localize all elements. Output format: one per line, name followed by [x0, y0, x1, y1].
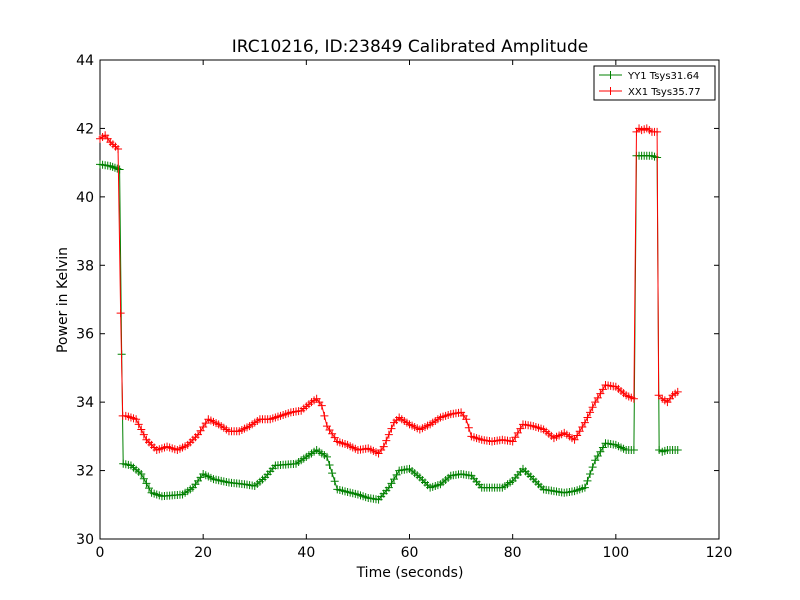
data-point-marker	[139, 430, 148, 439]
data-point-marker	[591, 398, 600, 407]
data-point-marker	[570, 435, 579, 444]
chart-title: IRC10216, ID:23849 Calibrated Amplitude	[232, 37, 588, 57]
data-point-marker	[653, 127, 662, 136]
data-point-marker	[629, 446, 638, 455]
data-point-marker	[508, 437, 517, 446]
data-point-marker	[583, 413, 592, 422]
data-point-marker	[137, 469, 146, 478]
data-point-marker	[142, 479, 151, 488]
data-point-marker	[593, 452, 602, 461]
data-point-marker	[328, 469, 337, 478]
data-point-marker	[586, 408, 595, 417]
data-point-marker	[384, 430, 393, 439]
x-tick-label: 20	[194, 545, 212, 561]
data-point-marker	[673, 387, 682, 396]
y-tick-label: 42	[76, 121, 94, 137]
y-tick-label: 44	[76, 53, 94, 69]
x-tick-label: 60	[401, 545, 419, 561]
data-point-marker	[387, 424, 396, 433]
data-point-marker	[322, 452, 331, 461]
data-point-marker	[511, 433, 520, 442]
data-point-marker	[115, 165, 124, 174]
x-tick-label: 80	[504, 545, 522, 561]
data-point-marker	[137, 425, 146, 434]
legend-swatch-marker	[606, 71, 615, 79]
y-tick-label: 32	[76, 464, 94, 480]
data-point-marker	[591, 456, 600, 465]
legend-box	[593, 65, 716, 101]
data-point-marker	[588, 403, 597, 412]
data-point-marker	[330, 477, 339, 486]
data-point-marker	[578, 422, 587, 431]
data-point-marker	[580, 483, 589, 492]
data-point-marker	[325, 461, 334, 470]
data-point-marker	[464, 423, 473, 432]
data-point-marker	[596, 447, 605, 456]
data-point-marker	[580, 418, 589, 427]
legend-label: YY1 Tsys31.64	[627, 71, 699, 82]
legend-swatch-marker	[606, 87, 615, 95]
data-point-marker	[573, 431, 582, 440]
data-point-marker	[387, 479, 396, 488]
data-point-marker	[379, 442, 388, 451]
x-tick-label: 40	[297, 545, 315, 561]
data-point-marker	[134, 420, 143, 429]
data-point-marker	[596, 389, 605, 398]
data-point-marker	[390, 475, 399, 484]
series-2	[96, 124, 682, 458]
y-tick-label: 34	[76, 395, 94, 411]
data-point-marker	[673, 446, 682, 455]
data-point-marker	[116, 309, 125, 318]
data-point-marker	[593, 393, 602, 402]
data-point-marker	[145, 484, 154, 493]
data-point-marker	[114, 144, 123, 153]
data-point-marker	[317, 401, 326, 410]
x-tick-label: 120	[706, 545, 733, 561]
data-point-marker	[132, 415, 141, 424]
data-point-marker	[139, 474, 148, 483]
data-point-marker	[654, 391, 663, 400]
data-point-marker	[382, 436, 391, 445]
data-point-marker	[588, 463, 597, 472]
data-point-marker	[583, 476, 592, 485]
data-point-marker	[462, 415, 471, 424]
data-point-marker	[575, 427, 584, 436]
data-point-marker	[384, 483, 393, 492]
y-tick-label: 38	[76, 258, 94, 274]
series-1	[96, 151, 682, 504]
data-point-marker	[629, 394, 638, 403]
x-axis-label: Time (seconds)	[356, 565, 464, 581]
data-point-marker	[586, 469, 595, 478]
x-tick-label: 0	[96, 545, 105, 561]
plot-area: 0 20 40 60 80 100 120 30 32 34 36 38 40 42 44	[76, 53, 732, 561]
y-tick-label: 40	[76, 190, 94, 206]
data-point-marker	[598, 385, 607, 394]
data-point-marker	[392, 470, 401, 479]
data-point-marker	[598, 443, 607, 452]
legend: YY1 Tsys31.64 XX1 Tsys35.77	[593, 65, 716, 101]
data-point-marker	[516, 424, 525, 433]
y-tick-label: 36	[76, 327, 94, 343]
y-axis-label: Power in Kelvin	[55, 247, 71, 353]
data-point-marker	[513, 428, 522, 437]
x-tick-label: 100	[602, 545, 629, 561]
legend-label: XX1 Tsys35.77	[628, 87, 701, 98]
y-tick-label: 30	[76, 532, 94, 548]
data-point-marker	[320, 411, 329, 420]
